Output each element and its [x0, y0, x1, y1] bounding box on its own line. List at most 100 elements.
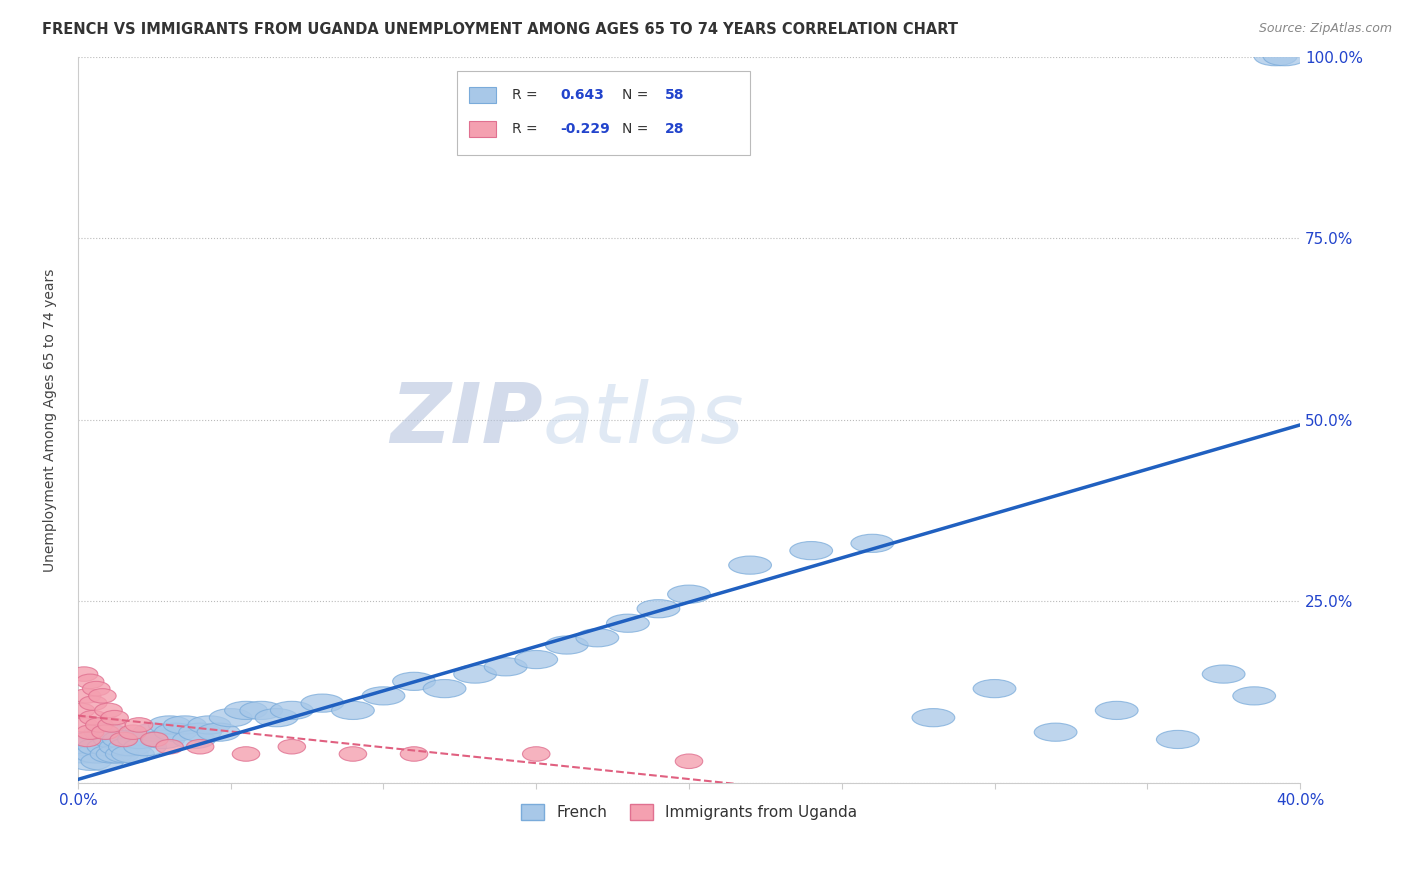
Ellipse shape	[83, 681, 110, 696]
Ellipse shape	[120, 725, 146, 739]
Ellipse shape	[912, 708, 955, 727]
Ellipse shape	[111, 745, 155, 763]
Ellipse shape	[363, 687, 405, 705]
Ellipse shape	[89, 689, 117, 703]
Ellipse shape	[75, 745, 118, 763]
Ellipse shape	[67, 703, 94, 718]
Ellipse shape	[675, 754, 703, 769]
Ellipse shape	[90, 745, 134, 763]
Ellipse shape	[86, 718, 112, 732]
Ellipse shape	[209, 708, 252, 727]
Ellipse shape	[80, 710, 107, 725]
Text: 58: 58	[665, 88, 685, 103]
Ellipse shape	[96, 745, 139, 763]
Ellipse shape	[668, 585, 710, 603]
FancyBboxPatch shape	[470, 87, 496, 103]
Ellipse shape	[728, 556, 772, 574]
Text: R =: R =	[512, 122, 541, 136]
FancyBboxPatch shape	[457, 71, 749, 154]
Ellipse shape	[76, 674, 104, 689]
Ellipse shape	[515, 650, 558, 669]
Ellipse shape	[254, 708, 298, 727]
Text: ZIP: ZIP	[389, 379, 543, 460]
Legend: French, Immigrants from Uganda: French, Immigrants from Uganda	[515, 798, 863, 826]
Ellipse shape	[240, 701, 283, 720]
Ellipse shape	[790, 541, 832, 559]
Ellipse shape	[401, 747, 427, 761]
Ellipse shape	[484, 657, 527, 676]
Ellipse shape	[1156, 731, 1199, 748]
Ellipse shape	[142, 731, 184, 748]
Ellipse shape	[546, 636, 588, 654]
Text: 28: 28	[665, 122, 685, 136]
Ellipse shape	[179, 723, 222, 741]
Text: 0.643: 0.643	[561, 88, 605, 103]
Ellipse shape	[523, 747, 550, 761]
Ellipse shape	[73, 732, 101, 747]
Y-axis label: Unemployment Among Ages 65 to 74 years: Unemployment Among Ages 65 to 74 years	[44, 268, 58, 572]
Ellipse shape	[84, 723, 127, 741]
Ellipse shape	[82, 752, 124, 771]
Ellipse shape	[73, 689, 101, 703]
Ellipse shape	[270, 701, 314, 720]
Text: Source: ZipAtlas.com: Source: ZipAtlas.com	[1258, 22, 1392, 36]
Ellipse shape	[1095, 701, 1137, 720]
Ellipse shape	[851, 534, 894, 552]
Ellipse shape	[301, 694, 343, 712]
Text: atlas: atlas	[543, 379, 744, 460]
Ellipse shape	[973, 680, 1017, 698]
Ellipse shape	[163, 716, 207, 734]
Text: R =: R =	[512, 88, 541, 103]
Ellipse shape	[70, 667, 98, 681]
Text: -0.229: -0.229	[561, 122, 610, 136]
Ellipse shape	[124, 738, 166, 756]
Ellipse shape	[103, 731, 145, 748]
Ellipse shape	[148, 716, 191, 734]
Text: FRENCH VS IMMIGRANTS FROM UGANDA UNEMPLOYMENT AMONG AGES 65 TO 74 YEARS CORRELAT: FRENCH VS IMMIGRANTS FROM UGANDA UNEMPLO…	[42, 22, 957, 37]
Ellipse shape	[173, 731, 215, 748]
Ellipse shape	[110, 732, 138, 747]
Text: N =: N =	[621, 122, 652, 136]
Ellipse shape	[1035, 723, 1077, 741]
Ellipse shape	[197, 723, 240, 741]
Ellipse shape	[118, 731, 160, 748]
Ellipse shape	[94, 703, 122, 718]
Ellipse shape	[1233, 687, 1275, 705]
Ellipse shape	[91, 725, 120, 739]
Text: N =: N =	[621, 88, 652, 103]
Ellipse shape	[339, 747, 367, 761]
Ellipse shape	[72, 731, 115, 748]
Ellipse shape	[76, 725, 104, 739]
Ellipse shape	[187, 739, 214, 754]
Ellipse shape	[1202, 665, 1246, 683]
Ellipse shape	[156, 739, 183, 754]
Ellipse shape	[98, 718, 125, 732]
Ellipse shape	[332, 701, 374, 720]
Ellipse shape	[454, 665, 496, 683]
Ellipse shape	[70, 718, 98, 732]
Ellipse shape	[188, 716, 231, 734]
Ellipse shape	[232, 747, 260, 761]
Ellipse shape	[69, 752, 111, 771]
Ellipse shape	[93, 731, 136, 748]
Ellipse shape	[77, 738, 121, 756]
Ellipse shape	[606, 615, 650, 632]
Ellipse shape	[423, 680, 465, 698]
Ellipse shape	[63, 745, 105, 763]
Ellipse shape	[108, 738, 152, 756]
Ellipse shape	[155, 723, 197, 741]
FancyBboxPatch shape	[470, 121, 496, 137]
Ellipse shape	[105, 745, 148, 763]
Ellipse shape	[101, 710, 128, 725]
Ellipse shape	[225, 701, 267, 720]
Ellipse shape	[141, 732, 169, 747]
Ellipse shape	[80, 696, 107, 710]
Ellipse shape	[278, 739, 305, 754]
Ellipse shape	[1264, 47, 1306, 66]
Ellipse shape	[134, 723, 176, 741]
Ellipse shape	[576, 629, 619, 647]
Ellipse shape	[125, 718, 153, 732]
Ellipse shape	[87, 738, 129, 756]
Ellipse shape	[66, 738, 108, 756]
Ellipse shape	[637, 599, 681, 618]
